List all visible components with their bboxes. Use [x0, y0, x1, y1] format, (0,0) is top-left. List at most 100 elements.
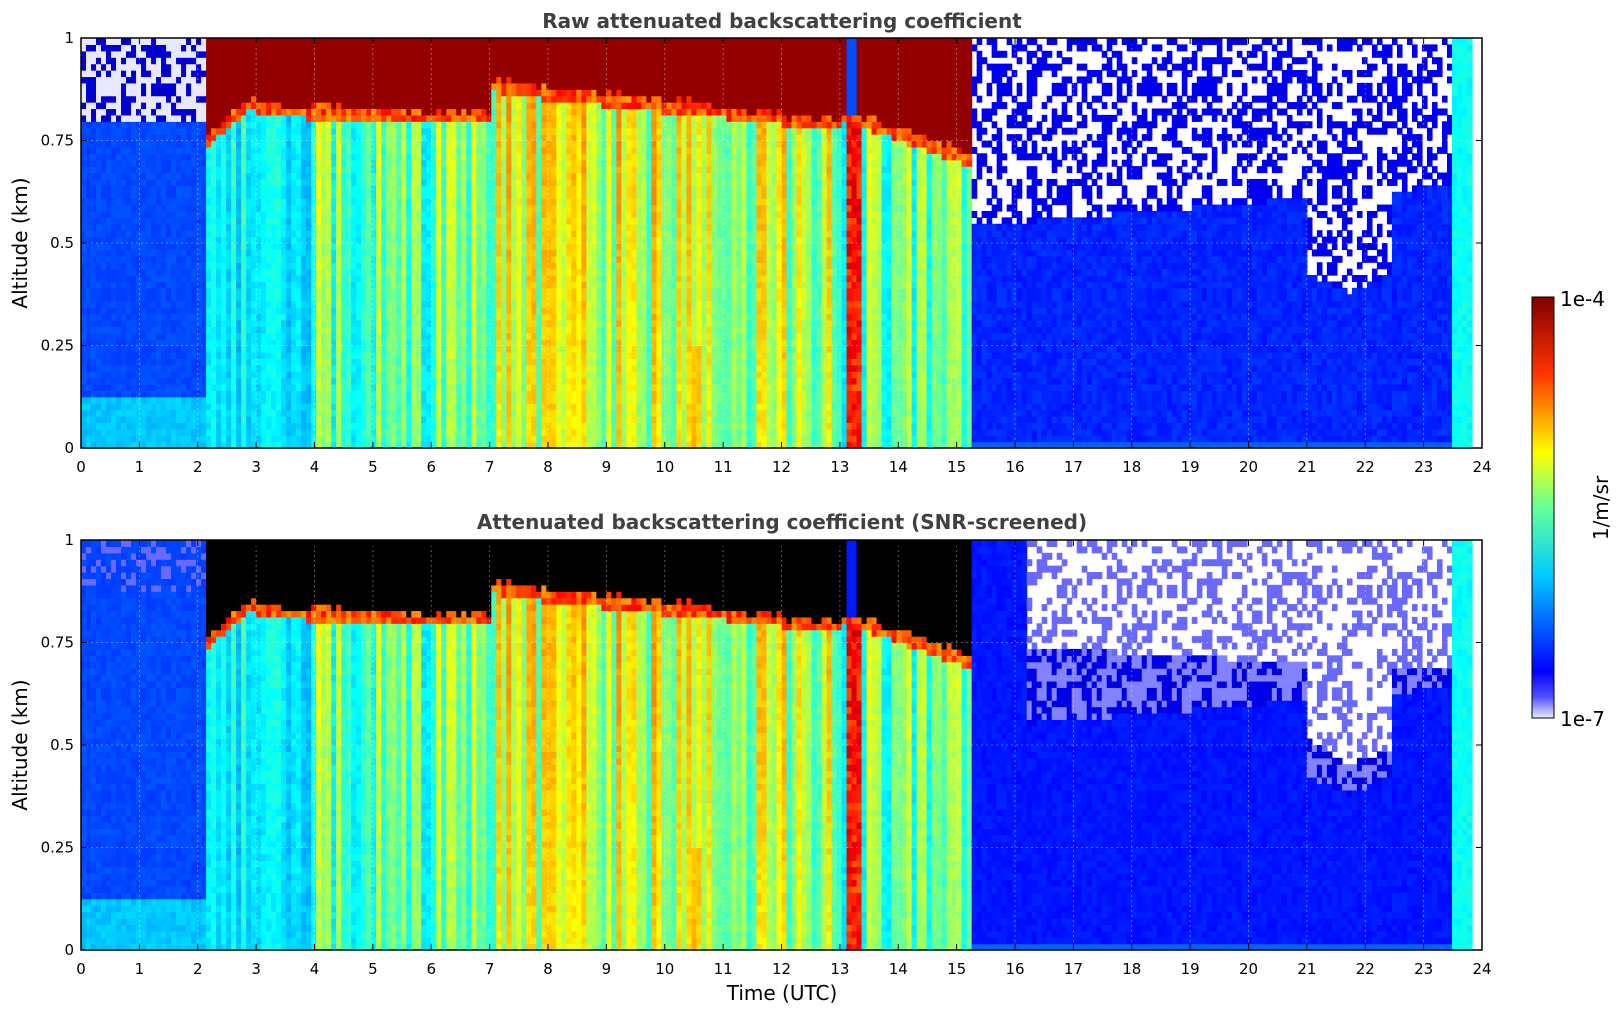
- heatmap-cell: [221, 358, 227, 366]
- heatmap-cell: [231, 326, 237, 334]
- heatmap-cell: [201, 281, 207, 289]
- heatmap-cell: [441, 166, 447, 174]
- heatmap-cell: [451, 428, 457, 436]
- heatmap-cell: [356, 307, 362, 315]
- heatmap-cell: [156, 243, 162, 251]
- heatmap-cell: [361, 217, 367, 225]
- heatmap-cell: [136, 428, 142, 436]
- heatmap-cell: [401, 268, 407, 276]
- heatmap-cell: [406, 82, 412, 90]
- heatmap-cell: [361, 396, 367, 404]
- heatmap-cell: [206, 140, 212, 148]
- heatmap-cell: [166, 217, 172, 225]
- heatmap-cell: [196, 236, 202, 244]
- heatmap-cell: [351, 230, 357, 238]
- heatmap-cell: [101, 403, 107, 411]
- heatmap-cell: [236, 178, 242, 186]
- heatmap-cell: [181, 307, 187, 315]
- heatmap-cell: [91, 127, 97, 135]
- heatmap-cell: [421, 358, 427, 366]
- heatmap-cell: [346, 230, 352, 238]
- heatmap-cell: [206, 223, 212, 231]
- heatmap-cell: [461, 230, 467, 238]
- heatmap-cell: [416, 50, 422, 58]
- heatmap-cell: [341, 358, 347, 366]
- heatmap-cell: [111, 140, 117, 148]
- heatmap-cell: [326, 403, 332, 411]
- heatmap-cell: [141, 243, 147, 251]
- heatmap-cell: [216, 166, 222, 174]
- heatmap-cell: [361, 230, 367, 238]
- heatmap-cell: [316, 268, 322, 276]
- heatmap-cell: [326, 102, 332, 110]
- heatmap-cell: [121, 146, 127, 154]
- heatmap-cell: [381, 300, 387, 308]
- heatmap-cell: [121, 403, 127, 411]
- heatmap-cell: [116, 121, 122, 129]
- heatmap-cell: [161, 339, 167, 347]
- heatmap-cell: [156, 281, 162, 289]
- heatmap-cell: [171, 127, 177, 135]
- heatmap-cell: [201, 102, 207, 110]
- heatmap-cell: [416, 371, 422, 379]
- heatmap-cell: [271, 307, 277, 315]
- heatmap-cell: [361, 204, 367, 212]
- heatmap-cell: [451, 313, 457, 321]
- heatmap-cell: [241, 377, 247, 385]
- heatmap-cell: [106, 95, 112, 103]
- heatmap-cell: [446, 76, 452, 84]
- heatmap-cell: [166, 249, 172, 257]
- heatmap-cell: [461, 326, 467, 334]
- heatmap-cell: [151, 294, 157, 302]
- heatmap-cell: [191, 127, 197, 135]
- heatmap-cell: [276, 262, 282, 270]
- heatmap-cell: [341, 140, 347, 148]
- heatmap-cell: [426, 44, 432, 52]
- heatmap-cell: [271, 127, 277, 135]
- heatmap-cell: [256, 121, 262, 129]
- heatmap-cell: [321, 89, 327, 97]
- heatmap-cell: [226, 82, 232, 90]
- heatmap-cell: [266, 204, 272, 212]
- heatmap-cell: [456, 390, 462, 398]
- heatmap-cell: [171, 102, 177, 110]
- heatmap-cell: [366, 319, 372, 327]
- heatmap-cell: [421, 230, 427, 238]
- heatmap-cell: [366, 223, 372, 231]
- heatmap-cell: [181, 114, 187, 122]
- heatmap-cell: [121, 204, 127, 212]
- heatmap-cell: [111, 390, 117, 398]
- heatmap-cell: [306, 390, 312, 398]
- heatmap-cell: [271, 140, 277, 148]
- heatmap-cell: [131, 166, 137, 174]
- heatmap-cell: [281, 198, 287, 206]
- heatmap-cell: [256, 146, 262, 154]
- heatmap-cell: [181, 166, 187, 174]
- heatmap-cell: [91, 262, 97, 270]
- heatmap-cell: [421, 82, 427, 90]
- heatmap-cell: [346, 287, 352, 295]
- heatmap-cell: [301, 403, 307, 411]
- heatmap-cell: [141, 345, 147, 353]
- heatmap-cell: [186, 249, 192, 257]
- heatmap-cell: [256, 371, 262, 379]
- heatmap-cell: [466, 364, 472, 372]
- heatmap-cell: [141, 230, 147, 238]
- heatmap-cell: [111, 178, 117, 186]
- heatmap-cell: [451, 409, 457, 417]
- heatmap-cell: [261, 268, 267, 276]
- heatmap-cell: [426, 217, 432, 225]
- heatmap-cell: [131, 403, 137, 411]
- heatmap-cell: [156, 223, 162, 231]
- heatmap-cell: [116, 415, 122, 423]
- heatmap-cell: [361, 76, 367, 84]
- heatmap-cell: [271, 371, 277, 379]
- heatmap-cell: [291, 383, 297, 391]
- heatmap-cell: [456, 76, 462, 84]
- heatmap-cell: [271, 38, 277, 46]
- heatmap-cell: [246, 217, 252, 225]
- heatmap-cell: [106, 210, 112, 218]
- heatmap-cell: [161, 275, 167, 283]
- heatmap-cell: [461, 313, 467, 321]
- heatmap-cell: [121, 351, 127, 359]
